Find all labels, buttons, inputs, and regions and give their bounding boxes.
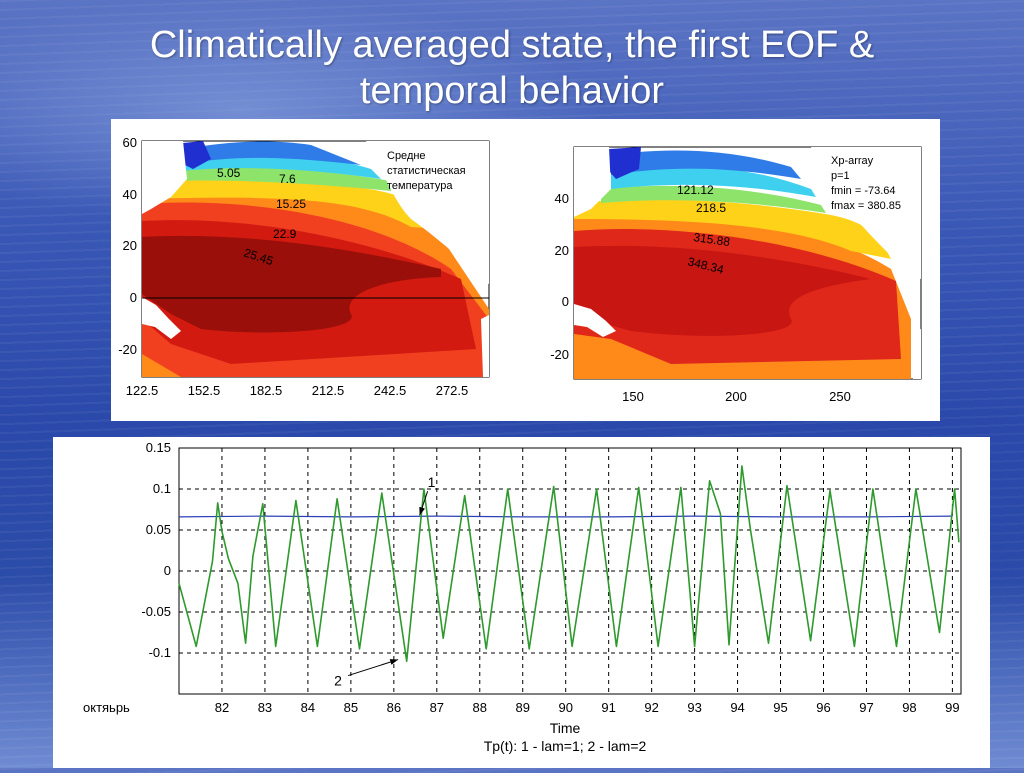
right-y-tick-40: 40 [555, 191, 569, 206]
x-tick-label: 95 [773, 700, 787, 715]
right-contour-label-2: 218.5 [696, 201, 726, 215]
x-tick-label: 82 [215, 700, 229, 715]
right-band-red-deep [574, 245, 871, 336]
chart-series [178, 465, 960, 662]
contour-maps-svg: 60 40 20 0 -20 122.5 152.5 182.5 212.5 2… [118, 135, 922, 404]
right-contour-label-1: 121.12 [677, 183, 714, 197]
y-axis-ticks: 0.15 0.1 0.05 0 -0.05 -0.1 [141, 440, 171, 660]
right-band-green [601, 185, 826, 213]
time-series-panel: 0.15 0.1 0.05 0 -0.05 -0.1 82 83 84 85 86 87 88 89 90… [53, 437, 990, 768]
left-y-tick-40: 40 [123, 187, 137, 202]
left-x-tick-2: 152.5 [188, 383, 221, 398]
right-y-tick-m20: -20 [550, 347, 569, 362]
x-tick-label: 97 [859, 700, 873, 715]
left-x-tick-4: 212.5 [312, 383, 345, 398]
left-temperature-map: 60 40 20 0 -20 122.5 152.5 182.5 212.5 2… [118, 135, 490, 398]
left-land-indonesia [142, 297, 181, 339]
left-annotation-line3: температура [387, 180, 453, 192]
x-tick-label: 99 [945, 700, 959, 715]
left-x-tick-5: 242.5 [374, 383, 407, 398]
x-tick-label: 87 [430, 700, 444, 715]
left-y-tick-0: 0 [130, 290, 137, 305]
x-tick-label: 90 [558, 700, 572, 715]
x-tick-label: 83 [258, 700, 272, 715]
right-x-tick-250: 250 [829, 389, 851, 404]
annotation-label: 1 [428, 474, 436, 490]
left-y-tick-20: 20 [123, 238, 137, 253]
right-contour-label-3: 315.88 [693, 230, 732, 249]
annotation-arrow [419, 491, 429, 516]
left-band-navy [183, 141, 211, 169]
x-tick-label: 98 [902, 700, 916, 715]
left-contour-label-3: 15.25 [276, 197, 306, 211]
y-tick-label: -0.05 [141, 604, 171, 619]
x-tick-label: 89 [516, 700, 530, 715]
y-tick-label: 0.05 [146, 522, 171, 537]
right-x-tick-150: 150 [622, 389, 644, 404]
right-annotation-line3: fmin = -73.64 [831, 185, 896, 197]
time-series-chart: 0.15 0.1 0.05 0 -0.05 -0.1 82 83 84 85 86 87 88 89 90… [83, 440, 962, 754]
y-tick-label: 0.1 [153, 481, 171, 496]
left-contour-label-4: 22.9 [273, 227, 297, 241]
x-tick-label: 93 [687, 700, 701, 715]
right-band-navy [609, 147, 641, 179]
y-tick-label: 0.15 [146, 440, 171, 455]
left-y-tick-m20: -20 [118, 342, 137, 357]
left-x-tick-3: 182.5 [250, 383, 283, 398]
left-land-asia [142, 141, 187, 214]
x-tick-label: 84 [301, 700, 315, 715]
chart-annotations: 12 [334, 474, 435, 688]
series-line-1 [178, 515, 953, 518]
left-land-sa-coast [481, 315, 489, 377]
right-land-indonesia [574, 304, 616, 337]
chart-grid [179, 448, 961, 694]
x-tick-label: 86 [387, 700, 401, 715]
right-land-asia [574, 147, 611, 217]
left-annotation-line1: Средне [387, 150, 426, 162]
left-band-darkred [142, 235, 441, 333]
right-y-tick-0: 0 [562, 294, 569, 309]
chart-caption: Tp(t): 1 - lam=1; 2 - lam=2 [484, 738, 647, 754]
annotation-label: 2 [334, 673, 342, 689]
left-band-blue [183, 141, 361, 165]
contour-maps-panel: 60 40 20 0 -20 122.5 152.5 182.5 212.5 2… [111, 119, 940, 421]
right-y-tick-20: 20 [555, 243, 569, 258]
left-x-tick-1: 122.5 [126, 383, 159, 398]
slide-title-line1: Climatically averaged state, the first E… [149, 24, 875, 66]
right-annotation-line1: Xp-array [831, 155, 874, 167]
right-band-yellow [574, 199, 891, 259]
left-band-yellow [142, 177, 441, 229]
x-tick-label: 85 [344, 700, 358, 715]
right-annotation-line4: fmax = 380.85 [831, 200, 901, 212]
left-y-tick-60: 60 [123, 135, 137, 150]
x-tick-label: 91 [601, 700, 615, 715]
right-band-cyan [611, 166, 816, 197]
x-tick-label: 88 [473, 700, 487, 715]
plot-frame [178, 447, 962, 695]
left-band-green [171, 165, 391, 191]
right-annotation-line2: p=1 [831, 170, 850, 182]
slide-title: Climatically averaged state, the first E… [60, 22, 964, 114]
right-land-america [811, 147, 921, 279]
x-tick-label: 92 [644, 700, 658, 715]
x-tick-label: 94 [730, 700, 744, 715]
series-line-2 [178, 465, 960, 662]
left-contour-label-2: 7.6 [279, 172, 296, 186]
slide-title-line2: temporal behavior [359, 70, 665, 112]
y-tick-label: -0.1 [149, 645, 171, 660]
left-x-tick-6: 272.5 [436, 383, 469, 398]
x-first-label: октяьрь [83, 700, 130, 715]
y-tick-label: 0 [164, 563, 171, 578]
right-eof-map: 40 20 0 -20 150 200 250 Xp-array p=1 fmi… [550, 146, 922, 404]
x-axis-ticks: 82 83 84 85 86 87 88 89 90 91 92 93 94 95 96 97 98 99 [215, 700, 960, 715]
x-axis-label: Time [550, 720, 581, 736]
right-band-blue [611, 150, 801, 179]
right-land-sa-coast [911, 329, 921, 379]
left-annotation-line2: статистическая [387, 165, 466, 177]
annotation-arrow [347, 659, 399, 677]
x-tick-label: 96 [816, 700, 830, 715]
left-land-america [366, 141, 489, 284]
left-contour-label-1: 5.05 [217, 166, 241, 180]
right-x-tick-200: 200 [725, 389, 747, 404]
